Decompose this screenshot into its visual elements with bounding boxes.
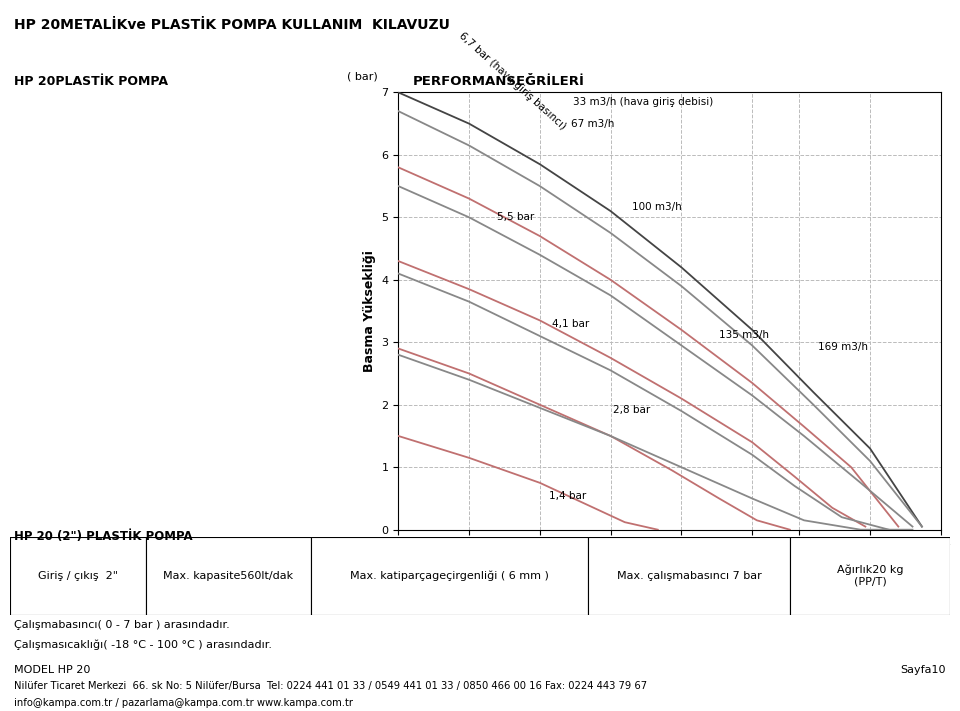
Text: PERFORMANSEĞRİLERİ: PERFORMANSEĞRİLERİ (413, 75, 585, 87)
Bar (10, 537, 146, 615)
Text: 169 m3/h: 169 m3/h (818, 342, 868, 352)
Text: MODEL HP 20: MODEL HP 20 (14, 665, 91, 675)
Bar (146, 537, 311, 615)
Text: Nilüfer Ticaret Merkezi  66. sk No: 5 Nilüfer/Bursa  Tel: 0224 441 01 33 / 0549 : Nilüfer Ticaret Merkezi 66. sk No: 5 Nil… (14, 681, 648, 691)
Y-axis label: Basma Yüksekliği: Basma Yüksekliği (363, 250, 376, 372)
Text: Çalışmasıcaklığı( -18 °C - 100 °C ) arasındadır.: Çalışmasıcaklığı( -18 °C - 100 °C ) aras… (14, 640, 273, 651)
Text: Max. katiparçageçirgenliği ( 6 mm ): Max. katiparçageçirgenliği ( 6 mm ) (350, 571, 549, 581)
Text: 100 m3/h: 100 m3/h (633, 202, 683, 212)
Text: Max. kapasite560lt/dak: Max. kapasite560lt/dak (163, 571, 294, 581)
Bar (588, 537, 790, 615)
Text: Ağırlık20 kg
(PP/T): Ağırlık20 kg (PP/T) (837, 565, 903, 587)
Text: Giriş / çıkış  2": Giriş / çıkış 2" (37, 571, 118, 581)
Text: Max. çalışmabasıncı 7 bar: Max. çalışmabasıncı 7 bar (617, 571, 761, 581)
Text: 6,7 bar (hava giriş basıncı): 6,7 bar (hava giriş basıncı) (457, 30, 567, 131)
Text: ( bar): ( bar) (347, 72, 377, 82)
Text: Sayfa10: Sayfa10 (900, 665, 946, 675)
Text: 2,8 bar: 2,8 bar (613, 405, 651, 415)
Text: 4,1 bar: 4,1 bar (552, 319, 589, 328)
Text: Çalışmabasıncı( 0 - 7 bar ) arasındadır.: Çalışmabasıncı( 0 - 7 bar ) arasındadır. (14, 620, 230, 630)
Text: HP 20METALİKve PLASTİK POMPA KULLANIM  KILAVUZU: HP 20METALİKve PLASTİK POMPA KULLANIM KI… (14, 18, 450, 32)
Text: 33 m3/h (hava giriş debisi): 33 m3/h (hava giriş debisi) (573, 97, 713, 107)
Bar (790, 537, 950, 615)
Text: HP 20PLASTİK POMPA: HP 20PLASTİK POMPA (14, 75, 168, 87)
Text: 67 m3/h: 67 m3/h (571, 119, 614, 129)
X-axis label: Dakikadaki Litre Kapasitesi ( lt/dk): Dakikadaki Litre Kapasitesi ( lt/dk) (547, 555, 792, 568)
Text: info@kampa.com.tr / pazarlama@kampa.com.tr www.kampa.com.tr: info@kampa.com.tr / pazarlama@kampa.com.… (14, 698, 353, 708)
Text: HP 20 (2") PLASTİK POMPA: HP 20 (2") PLASTİK POMPA (14, 530, 193, 542)
Text: 5,5 bar: 5,5 bar (497, 213, 535, 223)
Bar (311, 537, 588, 615)
Text: 1,4 bar: 1,4 bar (549, 491, 587, 501)
Text: 135 m3/h: 135 m3/h (719, 330, 769, 340)
